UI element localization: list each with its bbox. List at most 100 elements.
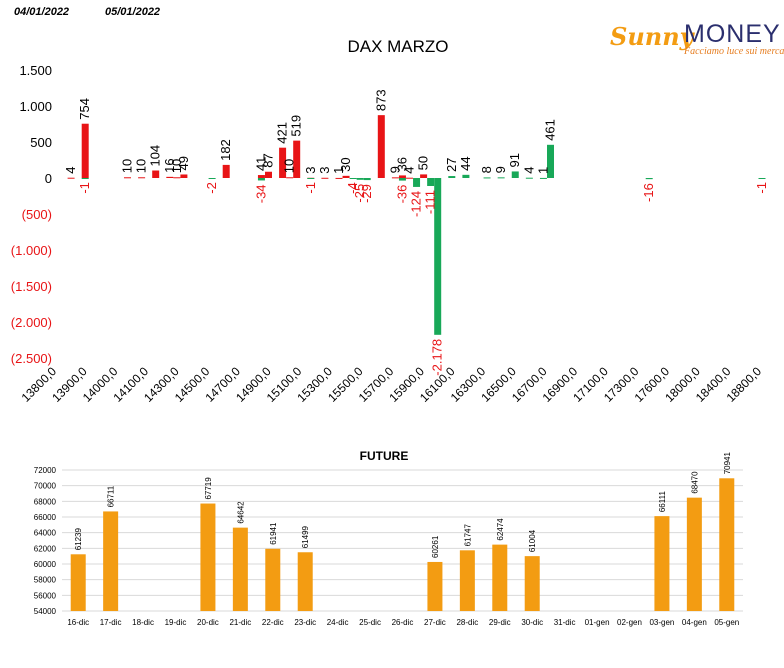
bar-value-label: 873	[373, 89, 388, 111]
bar-value-label: 461	[543, 119, 558, 141]
bar-value-label: 41	[253, 157, 268, 171]
x-tick-label: 28-dic	[456, 618, 478, 627]
bar	[686, 497, 702, 611]
x-tick-label: 19-dic	[165, 618, 187, 627]
bar-value-label: 61747	[463, 524, 472, 547]
bar	[297, 552, 313, 611]
bar	[391, 177, 399, 179]
bar	[420, 174, 428, 178]
bar	[645, 178, 653, 180]
bar-value-label: 68470	[690, 471, 699, 494]
bar	[222, 164, 230, 178]
bar-value-label: 10	[169, 159, 184, 173]
x-tick-label: 04-gen	[682, 618, 707, 627]
bar	[539, 177, 547, 179]
bar-value-label: 70941	[723, 451, 732, 474]
bar-value-label: 3	[317, 167, 332, 174]
bar-value-label: 8	[479, 166, 494, 173]
y-tick-label: (1.000)	[11, 243, 52, 258]
bar-value-label: 4	[63, 166, 78, 173]
y-tick-label: 54000	[34, 607, 57, 616]
bar-value-label: -1	[754, 182, 769, 194]
bar	[166, 176, 174, 178]
bar-value-label: 61941	[269, 522, 278, 545]
chart-title: DAX MARZO	[347, 37, 448, 56]
y-tick-label: (1.500)	[11, 279, 52, 294]
bar	[342, 175, 350, 178]
bar	[406, 177, 413, 179]
bar	[427, 178, 435, 186]
bar-value-label: 64642	[236, 501, 245, 524]
y-tick-label: (2.500)	[11, 351, 52, 366]
bar	[483, 177, 491, 179]
bar	[462, 174, 470, 178]
bar	[265, 171, 272, 178]
y-tick-label: (2.000)	[11, 315, 52, 330]
bar-value-label: -124	[409, 191, 424, 217]
bar-value-label: 49	[176, 156, 191, 170]
bar-value-label: 66111	[658, 491, 667, 513]
bar	[138, 177, 146, 179]
bar-value-label: 4	[521, 166, 536, 173]
bar	[492, 544, 508, 611]
data-labels: 61239 66711 67719 64642 61941 61499 60261 61747…	[74, 451, 732, 557]
bar-value-label: -34	[253, 184, 268, 203]
bar	[377, 115, 385, 178]
bar	[173, 177, 181, 179]
future-chart: FUTURE 54000 56000 58000 60000 62000 64000 660…	[34, 449, 743, 627]
logo-tagline: Facciamo luce sui mercati	[684, 46, 784, 57]
x-tick-label: 21-dic	[229, 618, 251, 627]
bar	[286, 177, 294, 179]
y-tick-label: 0	[45, 171, 52, 186]
x-tick-label: 23-dic	[294, 618, 316, 627]
bar-value-label: 44	[458, 156, 473, 170]
bar	[758, 178, 766, 179]
y-tick-label: 56000	[34, 591, 57, 600]
y-tick-label: 68000	[34, 497, 57, 506]
y-tick-label: 70000	[34, 482, 57, 491]
bar-value-label: 91	[507, 153, 522, 167]
sunny-money-logo: Sunny MONEY Facciamo luce sui mercati	[608, 18, 784, 58]
y-tick-label: 72000	[34, 466, 57, 475]
bar	[180, 174, 188, 178]
bar	[293, 140, 301, 178]
bar	[321, 177, 329, 179]
bar-value-label: 4	[402, 166, 417, 173]
bar	[524, 556, 540, 611]
bar-value-label: 182	[218, 139, 233, 161]
x-tick-label: 16-dic	[67, 618, 89, 627]
dax-marzo-chart: DAX MARZO 1.500 1.000 500 0 (500) (1.000) (1.5…	[11, 37, 769, 405]
bar	[525, 177, 533, 179]
bar	[265, 548, 281, 611]
bar	[413, 178, 421, 187]
bar-value-label: -2	[204, 182, 219, 194]
bar	[124, 177, 131, 179]
bar	[547, 144, 554, 178]
bar-value-label: 754	[77, 98, 92, 120]
bar-value-label: 30	[338, 157, 353, 171]
bar	[103, 511, 119, 611]
bar-value-label: -29	[359, 184, 374, 203]
bar-value-label: -25	[352, 184, 367, 203]
x-tick-label: 20-dic	[197, 618, 219, 627]
x-tick-label: 27-dic	[424, 618, 446, 627]
x-tick-label: 31-dic	[554, 618, 576, 627]
y-tick-label: 66000	[34, 513, 57, 522]
x-tick-label: 30-dic	[521, 618, 543, 627]
bar-value-label: -36	[394, 185, 409, 204]
x-tick-label: 02-gen	[617, 618, 642, 627]
bar	[257, 178, 265, 181]
bar-value-label: 104	[148, 145, 163, 167]
x-tick-label: 26-dic	[392, 618, 414, 627]
bar	[279, 147, 287, 178]
bar	[81, 123, 89, 178]
bar-value-label: 36	[394, 157, 409, 171]
bar	[497, 177, 505, 179]
bar-value-label: 1	[331, 167, 346, 174]
bar-value-label: 87	[261, 153, 276, 167]
y-tick-label: 1.000	[19, 99, 52, 114]
bar-value-label: 50	[416, 156, 431, 170]
bar	[459, 550, 475, 611]
bar-value-label: -4	[345, 182, 360, 194]
bar-value-label: 61239	[74, 527, 83, 550]
